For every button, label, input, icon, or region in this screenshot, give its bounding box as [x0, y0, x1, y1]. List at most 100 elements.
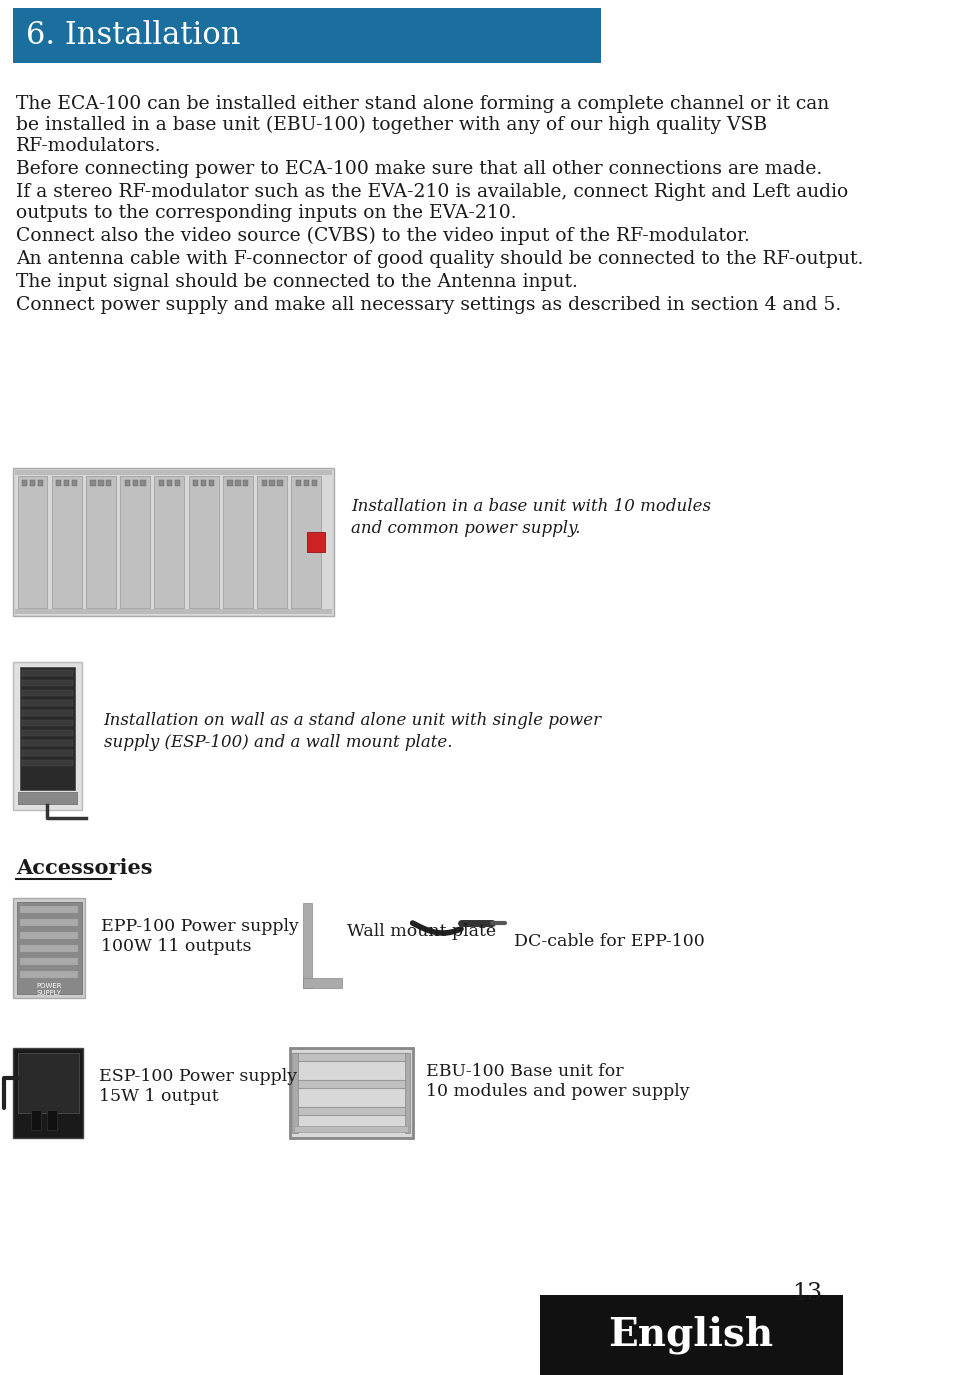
Bar: [405, 1053, 410, 1133]
Text: and common power supply.: and common power supply.: [351, 520, 581, 538]
Text: Wall mount plate: Wall mount plate: [347, 923, 496, 940]
Text: ESP-100 Power supply
15W 1 output: ESP-100 Power supply 15W 1 output: [99, 1068, 298, 1104]
Bar: [294, 1107, 408, 1115]
Bar: [303, 480, 309, 485]
Bar: [261, 480, 267, 485]
Bar: [201, 480, 206, 485]
Bar: [20, 667, 75, 791]
Bar: [294, 1126, 408, 1132]
Bar: [20, 906, 78, 913]
Bar: [22, 760, 73, 766]
Text: Before connecting power to ECA-100 make sure that all other connections are made: Before connecting power to ECA-100 make …: [15, 160, 822, 177]
Bar: [302, 903, 312, 989]
Text: be installed in a base unit (EBU-100) together with any of our high quality VSB: be installed in a base unit (EBU-100) to…: [15, 116, 767, 135]
Text: 13: 13: [793, 1282, 823, 1305]
Bar: [223, 476, 252, 608]
Bar: [98, 480, 104, 485]
Bar: [31, 1110, 41, 1130]
Bar: [22, 740, 73, 747]
Text: POWER
SUPPLY: POWER SUPPLY: [36, 983, 61, 996]
Bar: [30, 480, 36, 485]
Text: RF-modulators.: RF-modulators.: [15, 138, 161, 155]
Bar: [312, 480, 317, 485]
Bar: [13, 898, 85, 998]
Text: Accessories: Accessories: [15, 858, 153, 879]
Bar: [20, 932, 78, 939]
Bar: [175, 480, 180, 485]
Bar: [22, 749, 73, 756]
Bar: [52, 476, 82, 608]
Bar: [15, 470, 332, 474]
Text: supply (ESP-100) and a wall mount plate.: supply (ESP-100) and a wall mount plate.: [104, 734, 452, 751]
Bar: [292, 1053, 298, 1133]
Text: Installation in a base unit with 10 modules: Installation in a base unit with 10 modu…: [351, 498, 711, 516]
Text: English: English: [609, 1316, 774, 1354]
Bar: [22, 690, 73, 696]
Bar: [46, 1110, 57, 1130]
Bar: [540, 1295, 843, 1375]
Bar: [16, 902, 82, 994]
Bar: [107, 480, 111, 485]
Text: If a stereo RF-modulator such as the EVA-210 is available, connect Right and Lef: If a stereo RF-modulator such as the EVA…: [15, 183, 848, 201]
Bar: [90, 480, 96, 485]
Text: 6. Installation: 6. Installation: [26, 21, 241, 51]
Text: Connect power supply and make all necessary settings as described in section 4 a: Connect power supply and make all necess…: [15, 296, 841, 314]
Bar: [20, 945, 78, 952]
Bar: [13, 661, 82, 810]
Bar: [235, 480, 241, 485]
Bar: [22, 700, 73, 705]
Bar: [20, 958, 78, 965]
Bar: [294, 1053, 408, 1062]
Bar: [22, 480, 27, 485]
Bar: [292, 476, 322, 608]
Bar: [277, 480, 282, 485]
Bar: [22, 720, 73, 726]
Bar: [22, 730, 73, 736]
Bar: [22, 681, 73, 686]
Bar: [20, 918, 78, 925]
Text: An antenna cable with F-connector of good quality should be connected to the RF-: An antenna cable with F-connector of goo…: [15, 250, 863, 268]
Text: Connect also the video source (CVBS) to the video input of the RF-modulator.: Connect also the video source (CVBS) to …: [15, 227, 750, 245]
Bar: [13, 1048, 84, 1138]
Text: outputs to the corresponding inputs on the EVA-210.: outputs to the corresponding inputs on t…: [15, 204, 516, 221]
Bar: [22, 710, 73, 716]
Text: EPP-100 Power supply
100W 11 outputs: EPP-100 Power supply 100W 11 outputs: [101, 918, 299, 954]
Bar: [120, 476, 150, 608]
Bar: [290, 1048, 413, 1138]
Bar: [17, 792, 77, 804]
Text: The input signal should be connected to the Antenna input.: The input signal should be connected to …: [15, 274, 578, 292]
Bar: [20, 971, 78, 978]
Bar: [155, 476, 184, 608]
Bar: [158, 480, 164, 485]
Bar: [189, 476, 219, 608]
Bar: [64, 480, 69, 485]
Bar: [243, 480, 249, 485]
Bar: [132, 480, 138, 485]
Bar: [13, 468, 333, 616]
Bar: [13, 8, 601, 63]
Bar: [22, 670, 73, 676]
Text: The ECA-100 can be installed either stand alone forming a complete channel or it: The ECA-100 can be installed either stan…: [15, 95, 829, 113]
Bar: [125, 480, 130, 485]
Bar: [37, 480, 43, 485]
Text: Installation on wall as a stand alone unit with single power: Installation on wall as a stand alone un…: [104, 712, 602, 729]
Bar: [302, 978, 343, 989]
Bar: [15, 609, 332, 615]
Bar: [57, 480, 61, 485]
Bar: [307, 532, 324, 551]
Bar: [296, 480, 301, 485]
Bar: [209, 480, 214, 485]
Text: DC-cable for EPP-100: DC-cable for EPP-100: [514, 934, 705, 950]
Bar: [167, 480, 172, 485]
Bar: [257, 476, 287, 608]
Bar: [72, 480, 77, 485]
Bar: [193, 480, 199, 485]
Bar: [228, 480, 232, 485]
Bar: [140, 480, 146, 485]
Bar: [270, 480, 275, 485]
Bar: [17, 1053, 79, 1112]
Bar: [17, 476, 47, 608]
Bar: [294, 1079, 408, 1088]
Text: EBU-100 Base unit for
10 modules and power supply: EBU-100 Base unit for 10 modules and pow…: [425, 1063, 689, 1100]
Bar: [86, 476, 116, 608]
